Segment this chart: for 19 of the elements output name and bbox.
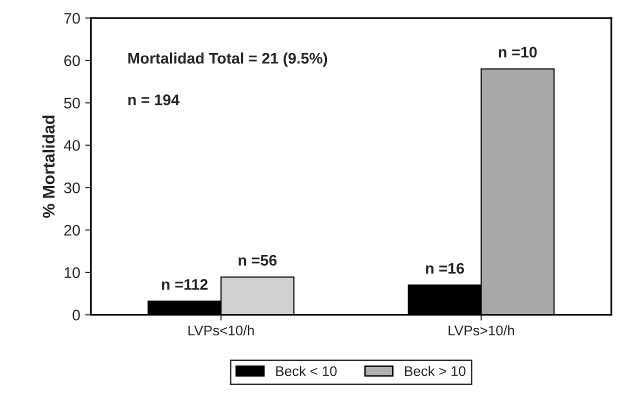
y-tick-label: 50 <box>64 98 80 109</box>
annotation: n =10 <box>498 46 537 58</box>
legend-label: Beck < 10 <box>276 366 337 376</box>
y-tick-label: 40 <box>64 140 80 151</box>
x-tick-label: LVPs<10/h <box>188 325 254 336</box>
legend-label: Beck > 10 <box>405 366 466 376</box>
annotation: n =56 <box>238 254 277 266</box>
y-tick-label: 10 <box>64 267 80 278</box>
y-tick-label: 60 <box>64 55 80 66</box>
annotation: n =112 <box>162 279 208 290</box>
annotation: n =16 <box>426 262 464 274</box>
annotation: n = 194 <box>128 94 180 106</box>
annotation: Mortalidad Total = 21 (9.5%) <box>128 52 328 67</box>
y-axis-title: % Mortalidad <box>42 116 55 218</box>
y-tick-label: 30 <box>64 182 80 194</box>
y-tick-label: 20 <box>64 224 80 236</box>
y-tick-label: 0 <box>72 310 80 320</box>
x-tick-label: LVPs>10/h <box>448 325 514 336</box>
y-tick-label: 70 <box>64 12 80 24</box>
